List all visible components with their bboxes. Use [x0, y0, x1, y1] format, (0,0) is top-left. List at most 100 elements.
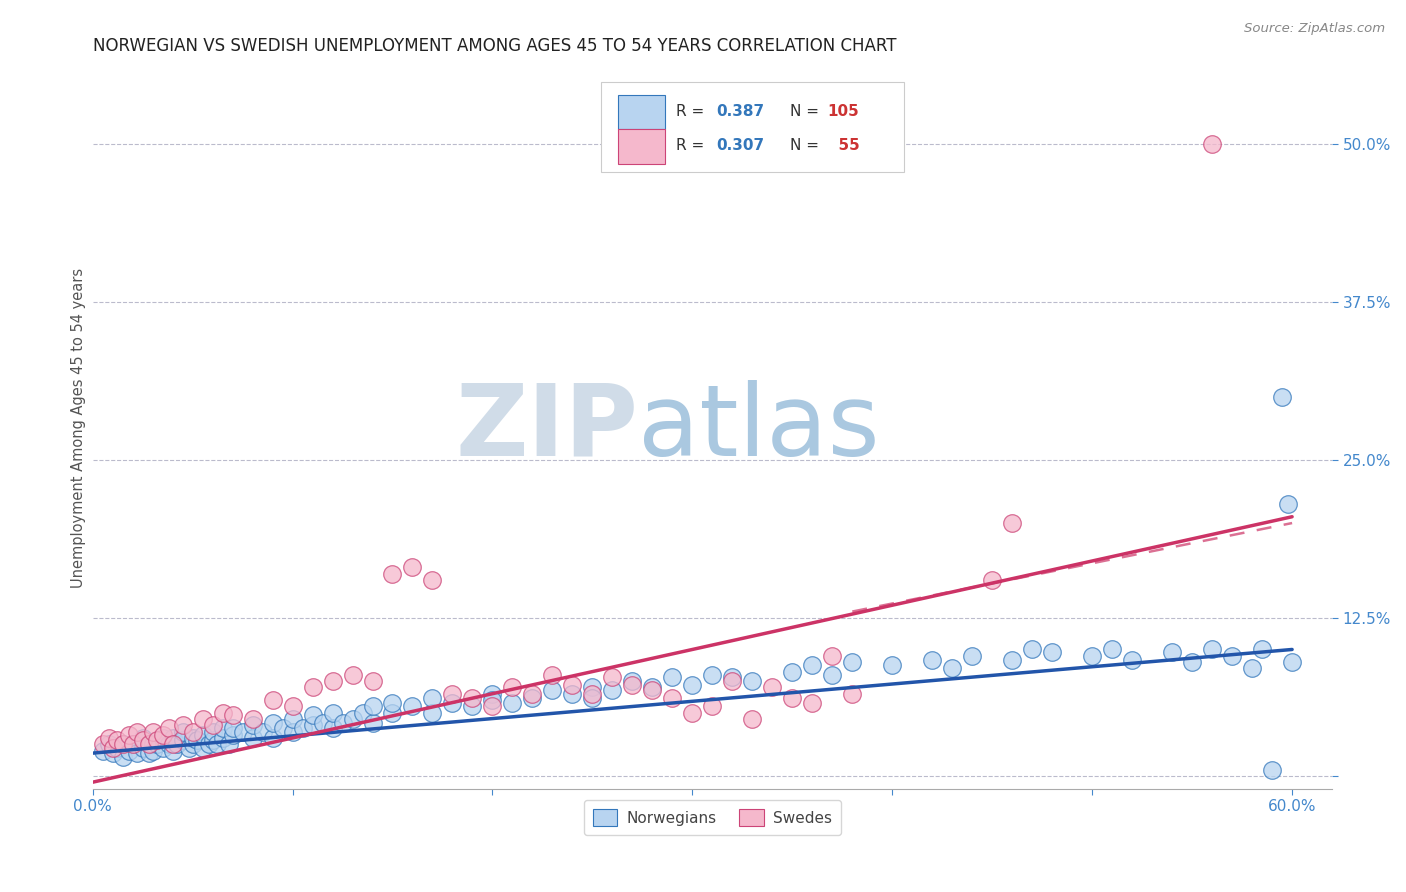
- Point: [352, 706, 374, 720]
- Point: [157, 737, 180, 751]
- Point: [181, 724, 204, 739]
- Point: [721, 674, 744, 689]
- Point: [322, 721, 344, 735]
- Text: NORWEGIAN VS SWEDISH UNEMPLOYMENT AMONG AGES 45 TO 54 YEARS CORRELATION CHART: NORWEGIAN VS SWEDISH UNEMPLOYMENT AMONG …: [93, 37, 896, 55]
- Point: [157, 721, 180, 735]
- Point: [501, 681, 523, 695]
- Text: ZIP: ZIP: [456, 380, 638, 476]
- Text: atlas: atlas: [638, 380, 880, 476]
- Point: [117, 743, 139, 757]
- Point: [721, 670, 744, 684]
- Point: [197, 737, 219, 751]
- Point: [121, 737, 143, 751]
- Point: [1161, 645, 1184, 659]
- Point: [262, 731, 284, 745]
- Point: [501, 696, 523, 710]
- Point: [361, 715, 384, 730]
- Point: [142, 737, 165, 751]
- Point: [782, 665, 804, 680]
- Point: [1181, 655, 1204, 669]
- Point: [201, 718, 224, 732]
- Point: [841, 655, 863, 669]
- Point: [441, 687, 464, 701]
- Text: N =: N =: [790, 103, 820, 119]
- Point: [101, 746, 124, 760]
- Point: [761, 681, 783, 695]
- Point: [186, 733, 208, 747]
- Point: [191, 712, 214, 726]
- Point: [661, 670, 683, 684]
- Point: [125, 746, 148, 760]
- Point: [1220, 648, 1243, 663]
- Point: [981, 573, 1004, 587]
- Point: [138, 737, 160, 751]
- Point: [97, 737, 120, 751]
- Point: [142, 724, 165, 739]
- Text: N =: N =: [790, 138, 820, 153]
- Point: [262, 693, 284, 707]
- Point: [105, 733, 128, 747]
- Point: [461, 690, 484, 705]
- Point: [1001, 516, 1024, 530]
- Point: [522, 687, 544, 701]
- Point: [602, 670, 624, 684]
- Point: [218, 737, 240, 751]
- Point: [191, 741, 214, 756]
- Point: [172, 724, 194, 739]
- Point: [291, 721, 314, 735]
- Point: [621, 678, 644, 692]
- Text: Source: ZipAtlas.com: Source: ZipAtlas.com: [1244, 22, 1385, 36]
- Point: [561, 678, 583, 692]
- Point: [581, 690, 603, 705]
- Point: [271, 721, 294, 735]
- Point: [581, 681, 603, 695]
- Point: [142, 743, 165, 757]
- Point: [1241, 661, 1264, 675]
- Point: [121, 737, 143, 751]
- Point: [152, 728, 174, 742]
- Point: [281, 724, 304, 739]
- Point: [111, 737, 134, 751]
- Point: [221, 708, 243, 723]
- Point: [111, 750, 134, 764]
- Point: [422, 690, 444, 705]
- Point: [422, 573, 444, 587]
- Point: [201, 733, 224, 747]
- Point: [1277, 497, 1299, 511]
- Point: [1251, 642, 1274, 657]
- Point: [332, 715, 354, 730]
- Point: [741, 712, 763, 726]
- Point: [97, 731, 120, 745]
- Point: [138, 746, 160, 760]
- Point: [211, 731, 233, 745]
- Point: [522, 690, 544, 705]
- Point: [401, 699, 423, 714]
- Point: [172, 718, 194, 732]
- Point: [172, 733, 194, 747]
- Point: [381, 696, 404, 710]
- Point: [211, 721, 233, 735]
- Point: [361, 699, 384, 714]
- Point: [281, 712, 304, 726]
- Point: [1201, 136, 1223, 151]
- Point: [602, 682, 624, 697]
- Point: [882, 657, 904, 672]
- Point: [166, 737, 188, 751]
- Point: [145, 733, 167, 747]
- Point: [211, 706, 233, 720]
- Point: [1040, 645, 1063, 659]
- Point: [681, 706, 703, 720]
- Point: [1021, 642, 1043, 657]
- FancyBboxPatch shape: [619, 95, 665, 129]
- Point: [162, 743, 184, 757]
- Point: [242, 718, 264, 732]
- Point: [921, 652, 943, 666]
- Point: [221, 728, 243, 742]
- Point: [162, 737, 184, 751]
- Point: [441, 696, 464, 710]
- Point: [1261, 763, 1284, 777]
- Text: R =: R =: [676, 103, 710, 119]
- Point: [1001, 652, 1024, 666]
- Point: [1121, 652, 1143, 666]
- Text: 0.307: 0.307: [716, 138, 765, 153]
